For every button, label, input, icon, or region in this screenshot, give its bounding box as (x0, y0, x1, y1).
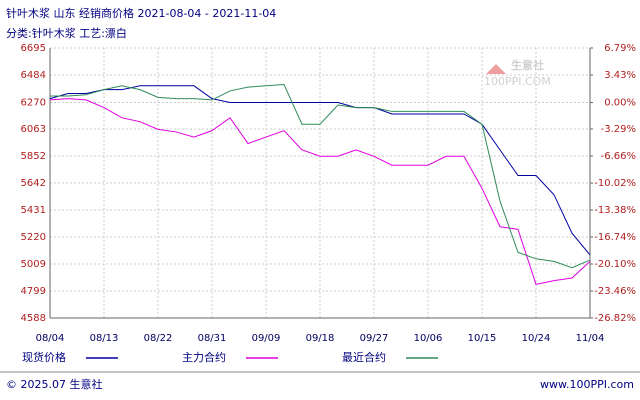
x-tick-label: 11/04 (576, 333, 605, 344)
x-tick-label: 09/27 (360, 333, 389, 344)
series-line (49, 98, 591, 286)
y2-tick-label: -3.29% (601, 124, 636, 135)
y-tick-label: 5009 (21, 259, 46, 270)
footer-right: www.100PPI.com (540, 378, 634, 391)
series-line (49, 85, 591, 256)
y-tick-label: 5431 (21, 205, 46, 216)
y2-tick-label: 3.43% (604, 70, 636, 81)
legend-label: 最近合约 (342, 350, 386, 364)
y2-tick-label: -26.82% (594, 313, 636, 324)
y-tick-label: 5642 (21, 178, 46, 189)
legend-label: 现货价格 (22, 350, 66, 364)
y2-tick-label: -23.46% (594, 286, 636, 297)
x-tick-label: 10/06 (414, 333, 443, 344)
chart-title: 针叶木浆 山东 经销商价格 2021-08-04 - 2021-11-04 (6, 6, 276, 20)
x-tick-label: 09/09 (252, 333, 281, 344)
x-tick-label: 08/04 (36, 333, 65, 344)
series-line (50, 83, 591, 269)
x-tick-label: 10/24 (522, 333, 551, 344)
y-tick-label: 6484 (21, 70, 46, 81)
y-tick-label: 6063 (21, 124, 46, 135)
logo-subtext: 100PPI.COM (484, 75, 551, 88)
y-tick-label: 6695 (21, 43, 46, 54)
logo-icon (486, 64, 506, 74)
chart-subtitle: 分类:针叶木浆 工艺:漂白 (6, 26, 127, 40)
y2-tick-label: -6.66% (601, 151, 636, 162)
y2-tick-label: -10.02% (594, 178, 636, 189)
footer-left: © 2025.07 生意社 (6, 377, 102, 391)
x-tick-label: 08/31 (198, 333, 227, 344)
y2-tick-label: -20.10% (594, 259, 636, 270)
logo-text: 生意社 (511, 58, 544, 72)
y-tick-label: 5220 (21, 232, 46, 243)
y-tick-label: 4799 (21, 286, 46, 297)
x-tick-label: 09/18 (306, 333, 335, 344)
y2-tick-label: -16.74% (594, 232, 636, 243)
y-tick-label: 5852 (21, 151, 46, 162)
y-tick-label: 6270 (21, 97, 46, 108)
y2-tick-label: 0.00% (604, 98, 636, 109)
x-tick-label: 10/15 (468, 333, 497, 344)
x-tick-label: 08/13 (90, 333, 119, 344)
y2-tick-label: 6.79% (604, 43, 636, 54)
y2-tick-label: -13.38% (594, 205, 636, 216)
legend-label: 主力合约 (182, 350, 226, 364)
x-tick-label: 08/22 (144, 333, 173, 344)
y-tick-label: 4588 (21, 313, 46, 324)
logo: 生意社 100PPI.COM (484, 58, 551, 88)
